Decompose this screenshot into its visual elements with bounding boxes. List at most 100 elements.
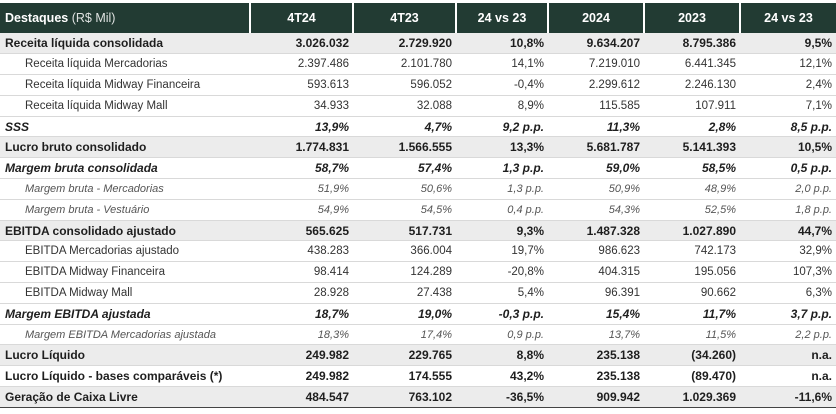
table-cell: 54,3%: [548, 199, 644, 221]
table-cell: 13,7%: [548, 324, 644, 346]
table-cell: 986.623: [548, 240, 644, 263]
row-label: Lucro bruto consolidado: [0, 136, 250, 159]
table-cell: 0,5 p.p.: [740, 157, 836, 180]
table-cell: 9.634.207: [548, 33, 644, 55]
table-cell: 12,1%: [740, 53, 836, 76]
table-cell: 13,9%: [250, 115, 353, 138]
table-cell: 484.547: [250, 386, 353, 408]
table-cell: 249.982: [250, 365, 353, 388]
table-cell: 7.219.010: [548, 53, 644, 76]
table-cell: 1.027.890: [644, 220, 740, 242]
header-row: Destaques (R$ Mil) 4T24 4T23 24 vs 23 20…: [0, 3, 836, 33]
table-row: Margem EBITDA ajustada 18,7% 19,0% -0,3 p.p…: [0, 302, 836, 325]
table-row: EBITDA Midway Financeira 98.414 124.289 -20…: [0, 261, 836, 284]
table-cell: 11,3%: [548, 115, 644, 138]
table-cell: 59,0%: [548, 157, 644, 180]
table-cell: 596.052: [353, 74, 456, 96]
table-cell: 235.138: [548, 365, 644, 388]
table-cell: 593.613: [250, 74, 353, 96]
row-label: Margem bruta consolidada: [0, 157, 250, 180]
table-cell: 115.585: [548, 95, 644, 117]
table-cell: 2,0 p.p.: [740, 178, 836, 200]
table-cell: 48,9%: [644, 178, 740, 200]
table-cell: -36,5%: [456, 386, 548, 408]
table-cell: -0,4%: [456, 74, 548, 96]
table-cell: 2.246.130: [644, 74, 740, 96]
table-cell: 34.933: [250, 95, 353, 117]
table-cell: 57,4%: [353, 157, 456, 180]
table-cell: 763.102: [353, 386, 456, 408]
table-cell: 1,8 p.p.: [740, 199, 836, 221]
table-cell: 517.731: [353, 220, 456, 242]
row-label: Margem bruta - Mercadorias: [0, 178, 250, 200]
table-cell: 2,2 p.p.: [740, 324, 836, 346]
column-header: 24 vs 23: [456, 3, 549, 33]
row-label: Receita líquida Midway Mall: [0, 95, 250, 117]
table-cell: (34.260): [644, 344, 740, 367]
header-title: Destaques (R$ Mil): [0, 3, 251, 33]
row-label: Lucro Líquido: [0, 344, 250, 367]
row-label: Receita líquida consolidada: [0, 33, 250, 55]
table-cell: 0,9 p.p.: [456, 324, 548, 346]
table-row: Lucro Líquido - bases comparáveis (*) 249…: [0, 365, 836, 388]
header-unit: (R$ Mil): [71, 11, 116, 25]
table-cell: 2.397.486: [250, 53, 353, 76]
table-cell: 2,8%: [644, 115, 740, 138]
table-row: Margem bruta - Vestuário 54,9% 54,5% 0,4 p.…: [0, 199, 836, 221]
table-cell: 742.173: [644, 240, 740, 263]
table-cell: 50,9%: [548, 178, 644, 200]
table-row: Margem EBITDA Mercadorias ajustada 18,3% 1…: [0, 324, 836, 346]
table-row: Receita líquida Mercadorias 2.397.486 2.10…: [0, 53, 836, 76]
table-cell: 249.982: [250, 344, 353, 367]
table-cell: 8.795.386: [644, 33, 740, 55]
table-cell: 17,4%: [353, 324, 456, 346]
table-cell: 8,9%: [456, 95, 548, 117]
table-row: Margem bruta - Mercadorias 51,9% 50,6% 1,3 …: [0, 178, 836, 200]
row-label: Margem bruta - Vestuário: [0, 199, 250, 221]
table-cell: -11,6%: [740, 386, 836, 408]
table-cell: n.a.: [740, 365, 836, 388]
table-cell: 5.141.393: [644, 136, 740, 159]
row-label: Margem EBITDA ajustada: [0, 302, 250, 325]
table-cell: 54,5%: [353, 199, 456, 221]
row-label: Margem EBITDA Mercadorias ajustada: [0, 324, 250, 346]
table-row: Lucro Líquido 249.982 229.765 8,8% 235.138 (3…: [0, 344, 836, 367]
table-cell: 2.101.780: [353, 53, 456, 76]
table-cell: 174.555: [353, 365, 456, 388]
table-cell: 14,1%: [456, 53, 548, 76]
table-cell: 1,3 p.p.: [456, 157, 548, 180]
table-cell: 229.765: [353, 344, 456, 367]
row-label: EBITDA Midway Financeira: [0, 261, 250, 284]
table-cell: 18,7%: [250, 302, 353, 325]
table-cell: 565.625: [250, 220, 353, 242]
table-cell: 366.004: [353, 240, 456, 263]
header-title-text: Destaques: [5, 11, 69, 25]
table-cell: 2.299.612: [548, 74, 644, 96]
row-label: Geração de Caixa Livre: [0, 386, 250, 408]
table-row: EBITDA Mercadorias ajustado 438.283 366.00…: [0, 240, 836, 263]
table-cell: 19,0%: [353, 302, 456, 325]
table-cell: -0,3 p.p.: [456, 302, 548, 325]
table-cell: n.a.: [740, 344, 836, 367]
table-cell: 10,5%: [740, 136, 836, 159]
row-label: EBITDA Mercadorias ajustado: [0, 240, 250, 263]
table-cell: 3.026.032: [250, 33, 353, 55]
table-cell: 9,3%: [456, 220, 548, 242]
table-cell: 54,9%: [250, 199, 353, 221]
table-row: Geração de Caixa Livre 484.547 763.102 -36,…: [0, 386, 836, 408]
table-cell: 51,9%: [250, 178, 353, 200]
table-cell: 13,3%: [456, 136, 548, 159]
table-cell: 1.029.369: [644, 386, 740, 408]
column-header: 2023: [644, 3, 741, 33]
table-body: Receita líquida consolidada 3.026.032 2.72…: [0, 33, 836, 408]
table-cell: 11,5%: [644, 324, 740, 346]
table-cell: 8,5 p.p.: [740, 115, 836, 138]
table-cell: 18,3%: [250, 324, 353, 346]
row-label: Lucro Líquido - bases comparáveis (*): [0, 365, 250, 388]
row-label: EBITDA consolidado ajustado: [0, 220, 250, 242]
table-cell: 404.315: [548, 261, 644, 284]
table-cell: 52,5%: [644, 199, 740, 221]
table-cell: 43,2%: [456, 365, 548, 388]
table-cell: 0,4 p.p.: [456, 199, 548, 221]
table-cell: 9,2 p.p.: [456, 115, 548, 138]
